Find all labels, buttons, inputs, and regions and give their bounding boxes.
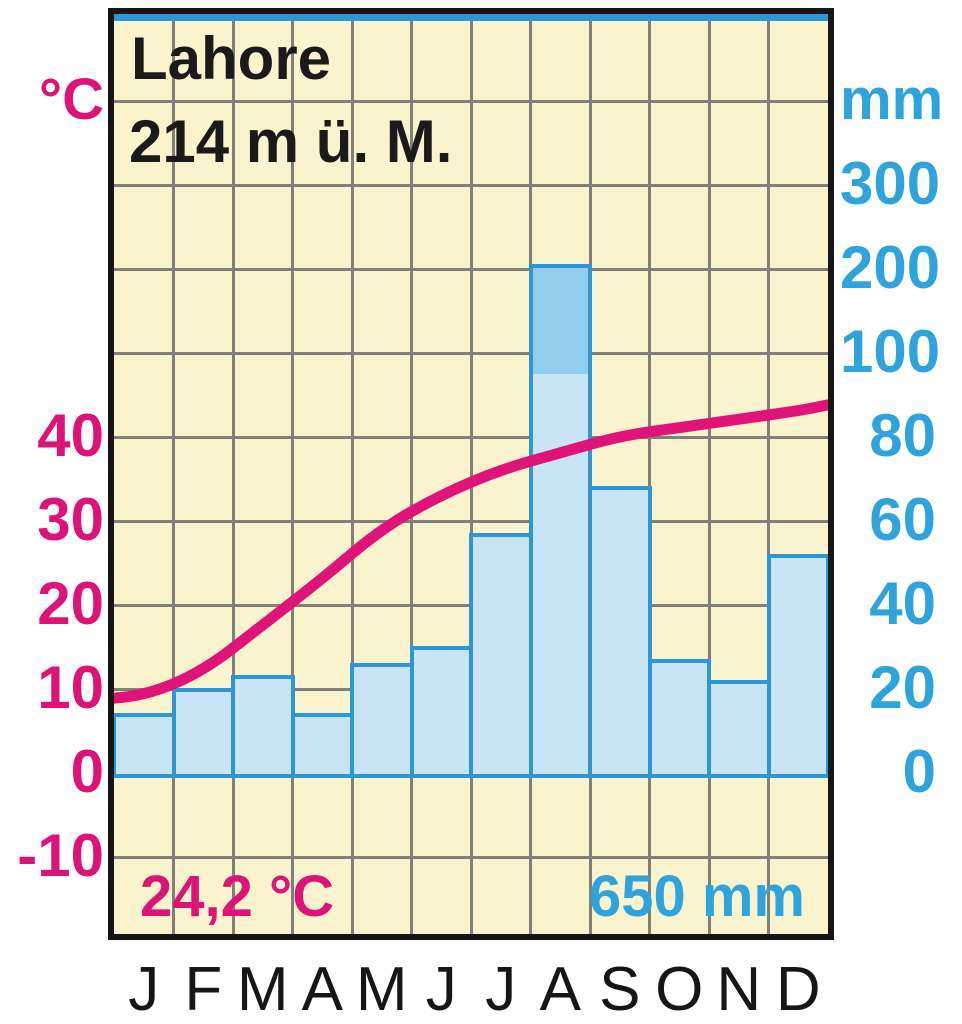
month-label-8: S <box>599 955 641 1024</box>
right-axis-tick-60: 60 <box>869 486 936 553</box>
left-axis-tick-40: 40 <box>37 402 104 469</box>
right-axis-tick-300: 300 <box>840 150 941 217</box>
station-name: Lahore <box>131 25 332 92</box>
month-label-5: J <box>425 955 457 1024</box>
precip-bar-M-2 <box>231 675 295 778</box>
gridline-vertical <box>291 14 294 934</box>
gridline-vertical <box>469 14 473 934</box>
left-axis-tick-10: 10 <box>37 654 104 721</box>
month-label-3: A <box>301 955 343 1024</box>
month-label-1: F <box>184 955 223 1024</box>
month-label-10: N <box>716 955 762 1024</box>
left-axis-tick-20: 20 <box>37 570 104 637</box>
left-axis-tick--10: -10 <box>17 822 104 889</box>
right-axis-tick-80: 80 <box>869 402 936 469</box>
precip-bar-D-11 <box>766 553 828 778</box>
temperature-curve <box>114 399 828 704</box>
right-axis-tick-100: 100 <box>840 318 941 385</box>
left-axis-tick-0: 0 <box>70 738 104 805</box>
gridline-vertical <box>231 14 235 934</box>
annual-precipitation-label: 650 mm <box>588 864 805 929</box>
left-axis-tick-30: 30 <box>37 486 104 553</box>
right-axis-tick-0: 0 <box>902 738 936 805</box>
month-label-4: M <box>355 955 408 1024</box>
right-axis-tick-20: 20 <box>869 654 936 721</box>
right-axis-tick-40: 40 <box>869 570 936 637</box>
precip-bar-S-8 <box>588 486 652 778</box>
station-elevation: 214 m ü. M. <box>129 108 453 175</box>
gridline-vertical <box>172 14 175 934</box>
temperature-line <box>114 399 828 704</box>
month-label-6: J <box>485 955 517 1024</box>
right-axis-unit: mm <box>840 67 944 132</box>
month-label-7: A <box>539 955 581 1024</box>
month-label-2: M <box>236 955 289 1024</box>
mean-temperature-label: 24,2 °C <box>140 864 335 929</box>
gridline-vertical <box>350 14 354 934</box>
precip-bar-excess-above-100mm <box>532 267 588 374</box>
gridline-vertical <box>648 14 651 934</box>
zero-baseline <box>114 14 828 21</box>
left-axis-unit: °C <box>38 67 104 132</box>
right-axis-tick-200: 200 <box>840 234 941 301</box>
gridline-vertical <box>707 14 711 934</box>
month-label-11: D <box>775 955 821 1024</box>
plot-area: Lahore 214 m ü. M. 24,2 °C 650 mm <box>108 8 834 940</box>
month-label-9: O <box>655 955 704 1024</box>
gridline-vertical <box>767 14 770 934</box>
gridline-vertical <box>410 14 413 934</box>
month-label-0: J <box>128 955 160 1024</box>
precip-bar-J-0 <box>114 713 176 778</box>
precip-bar-M-4 <box>350 662 414 778</box>
